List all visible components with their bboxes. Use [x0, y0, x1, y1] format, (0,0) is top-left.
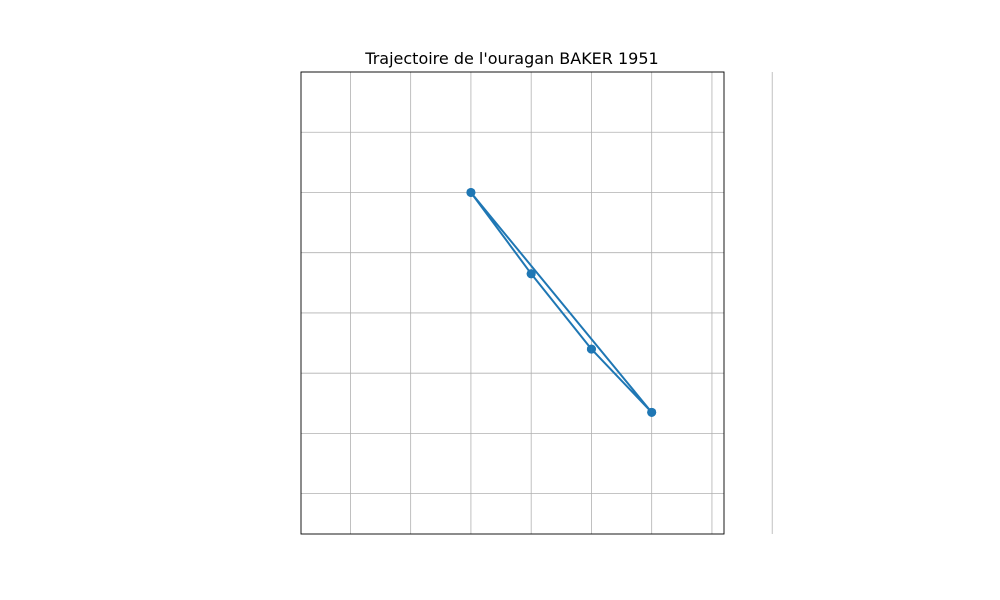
chart-title: Trajectoire de l'ouragan BAKER 1951: [364, 49, 658, 68]
trajectory-point: [466, 187, 476, 197]
trajectory-line: [469, 191, 653, 414]
trajectory-point: [586, 344, 596, 354]
plot-frame: [300, 71, 725, 535]
grid: [301, 71, 773, 534]
series-layer: [466, 187, 657, 417]
trajectory-point: [647, 407, 657, 417]
trajectory-point: [526, 269, 536, 279]
